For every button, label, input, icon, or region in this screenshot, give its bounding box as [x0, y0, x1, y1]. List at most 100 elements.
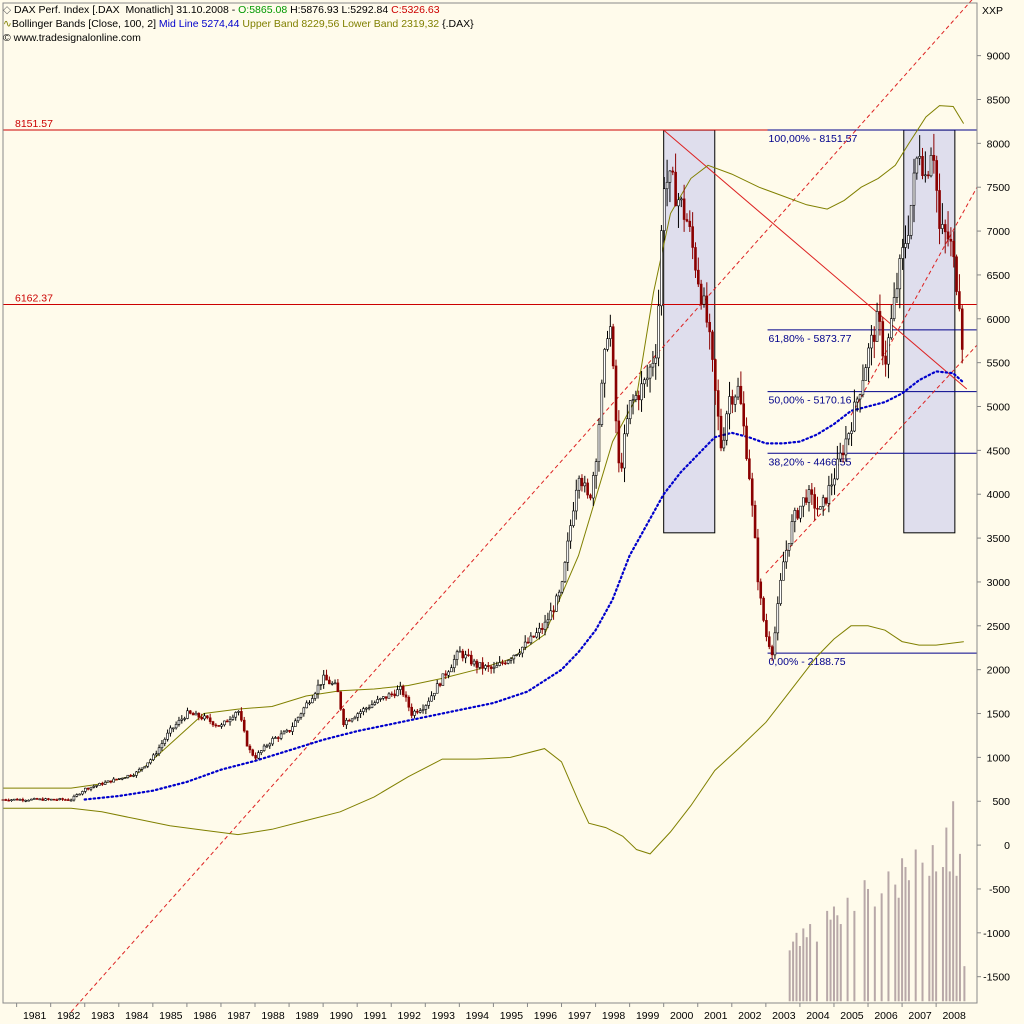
candle-body [189, 710, 192, 714]
candle-body [722, 439, 726, 449]
candle-body [364, 707, 368, 710]
candle-body [342, 708, 345, 726]
candle-body [206, 715, 209, 719]
candle-body [577, 477, 581, 491]
candle-body [753, 504, 757, 539]
candle-body [941, 224, 944, 229]
candle-body [146, 762, 150, 767]
candle-body [475, 660, 479, 668]
volume-bar-24 [907, 880, 910, 1002]
volume-bar-2 [795, 932, 798, 1002]
candle-body [450, 667, 453, 673]
trend-line-0 [70, 0, 973, 1013]
candle-body [569, 525, 572, 542]
candle-body [918, 156, 921, 159]
candle-body [799, 505, 802, 519]
candle-body [540, 627, 544, 630]
candle-body [589, 494, 592, 499]
candle-body [648, 366, 652, 379]
candle-body [276, 737, 280, 739]
candle-body [435, 683, 439, 694]
candle-body [816, 507, 819, 510]
candle-body [938, 190, 941, 229]
candle-body [921, 156, 924, 176]
candle-body [140, 767, 144, 770]
candle-body [484, 665, 487, 669]
candle-body [787, 543, 791, 551]
candle-body [532, 635, 536, 638]
candle-body [898, 258, 902, 290]
candle-body [566, 540, 570, 563]
volume-bar-19 [887, 871, 890, 1002]
volume-bar-33 [952, 801, 955, 1002]
candle-body [333, 682, 337, 685]
candle-body [373, 702, 377, 705]
candle-body [810, 489, 814, 495]
candle-body [728, 396, 731, 415]
volume-bar-31 [945, 827, 948, 1002]
candle-body [95, 785, 98, 787]
candle-body [64, 799, 67, 801]
candle-body [521, 646, 524, 654]
close-value: C:5326.63 [391, 4, 440, 16]
volume-bar-16 [867, 888, 870, 1002]
candle-body [458, 650, 462, 653]
candle-body [912, 172, 916, 206]
candle-body [850, 430, 853, 434]
candle-body [13, 798, 16, 801]
candle-body [518, 652, 521, 655]
series-line-0 [2, 105, 964, 789]
indicator-icon: ∿ [3, 18, 12, 30]
candle-body [725, 413, 728, 441]
candle-body [262, 745, 266, 751]
candle-body [697, 269, 700, 285]
candle-body [101, 783, 104, 785]
chart-header-line-2: ∿Bollinger Bands [Close, 100, 2] Mid Lin… [3, 17, 474, 31]
candle-body [7, 799, 10, 802]
candle-body [560, 581, 564, 593]
candle-body [109, 780, 113, 783]
volume-bar-23 [904, 867, 907, 1002]
candle-body [271, 738, 274, 745]
candle-body [892, 297, 896, 319]
candle-body [662, 188, 666, 231]
series-line-1 [2, 625, 964, 855]
candle-body [889, 318, 893, 339]
candle-body [447, 671, 450, 676]
candle-body [66, 799, 70, 801]
candle-body [793, 510, 797, 522]
y-tick-label: 9000 [987, 51, 1011, 63]
candle-body [651, 362, 655, 368]
candle-body [784, 550, 788, 563]
candle-body [640, 383, 643, 401]
candle-body [881, 321, 885, 357]
x-tick-label: 1986 [193, 1010, 217, 1022]
candle-body [234, 712, 238, 718]
candle-body [265, 745, 269, 748]
volume-bar-9 [829, 919, 832, 1002]
candle-body [296, 716, 300, 722]
candle-body [325, 674, 328, 681]
candle-body [186, 710, 189, 719]
volume-bar-6 [809, 924, 812, 1002]
candle-body [384, 696, 388, 699]
volume-bar-20 [894, 884, 897, 1002]
candle-body [668, 170, 672, 183]
trend-line-3 [850, 186, 978, 416]
candle-body [574, 489, 578, 512]
candle-body [486, 665, 490, 668]
candle-body [143, 765, 147, 769]
candle-body [387, 693, 391, 699]
candle-body [782, 561, 785, 581]
candle-body [103, 781, 107, 785]
candle-body [359, 711, 362, 714]
x-tick-label: 2006 [874, 1010, 898, 1022]
candle-body [830, 484, 833, 487]
candle-body [884, 355, 887, 365]
candle-body [27, 799, 30, 802]
candle-body [191, 713, 195, 716]
y-tick-label: 4000 [987, 489, 1011, 501]
candle-body [481, 662, 484, 669]
candle-body [563, 562, 567, 583]
candle-body [228, 719, 232, 723]
